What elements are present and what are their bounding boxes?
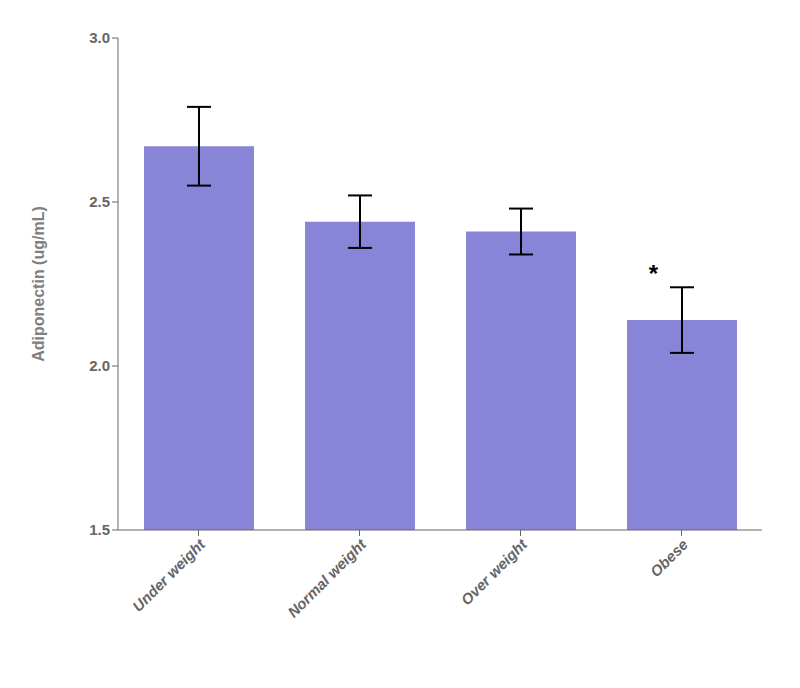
svg-text:2.0: 2.0 [89, 357, 110, 374]
svg-text:Obese: Obese [647, 536, 691, 580]
svg-text:3.0: 3.0 [89, 29, 110, 46]
svg-text:1.5: 1.5 [89, 521, 110, 538]
svg-text:2.5: 2.5 [89, 193, 110, 210]
svg-text:Normal weight: Normal weight [284, 535, 370, 621]
svg-text:*: * [649, 260, 659, 287]
svg-text:Adiponectin (ug/mL): Adiponectin (ug/mL) [30, 206, 47, 362]
svg-text:Over weight: Over weight [457, 535, 530, 608]
svg-text:Under weight: Under weight [129, 535, 209, 615]
